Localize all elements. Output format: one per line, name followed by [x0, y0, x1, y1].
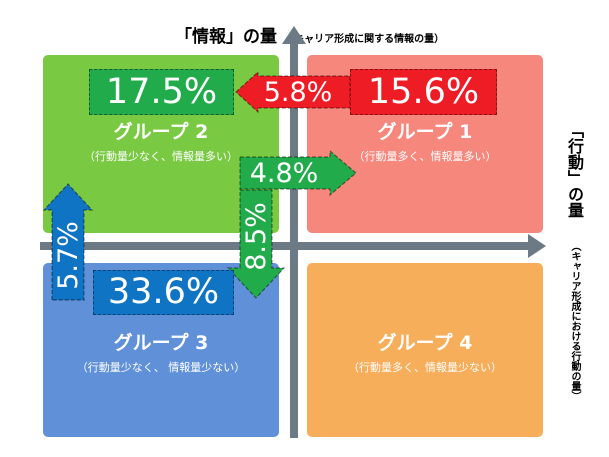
information-axis-arrowhead	[282, 26, 306, 44]
flow-3-to-2-label-box: 5.7%	[50, 210, 86, 300]
group-2-description: （行動量少なく、情報量多い）	[84, 150, 238, 163]
action-axis-arrowhead	[528, 234, 546, 258]
group-1-percentage: 15.6%	[350, 69, 497, 115]
flow-2-to-3-arrow	[226, 189, 286, 299]
information-axis-sublabel: （キャリア形成に関する情報の量）	[284, 34, 445, 45]
action-axis-title: 「行動」の量 （キャリア形成における行動の量）	[550, 122, 586, 432]
flow-2-to-1-arrow	[239, 149, 357, 197]
flow-1-to-2-label: 5.8%	[263, 76, 333, 108]
action-axis-label: 「行動」の量	[565, 122, 584, 218]
flow-2-to-3-label-box: 8.5%	[238, 192, 274, 280]
group-1-description: （行動量多く、情報量多い）	[353, 150, 497, 163]
horizontal-axis-line	[40, 242, 530, 250]
group-3-name: グループ 3	[113, 332, 209, 354]
flow-2-to-1-label: 4.8%	[249, 157, 319, 189]
group-1-name: グループ 1	[377, 121, 473, 143]
quadrant-group-4: グループ 4 （行動量多く、情報量少ない）	[307, 263, 543, 437]
flow-3-to-2-arrow	[42, 183, 94, 301]
action-axis-sublabel: （キャリア形成における行動の量）	[569, 241, 580, 401]
group-3-description: （行動量少なく、 情報量少ない）	[76, 361, 246, 374]
flow-2-to-3-label: 8.5%	[240, 201, 272, 271]
group-3-percentage: 33.6%	[93, 270, 234, 315]
flow-3-to-2-label: 5.7%	[52, 220, 84, 290]
group-2-name: グループ 2	[113, 121, 209, 143]
group-4-description: （行動量多く、情報量少ない）	[348, 361, 502, 374]
group-2-percentage: 17.5%	[89, 69, 234, 115]
group-4-name: グループ 4	[377, 332, 473, 354]
vertical-axis-line	[290, 42, 298, 438]
information-axis-label: 「情報」の量	[175, 27, 277, 47]
information-axis-title: 「情報」の量 （キャリア形成に関する情報の量）	[175, 22, 445, 47]
